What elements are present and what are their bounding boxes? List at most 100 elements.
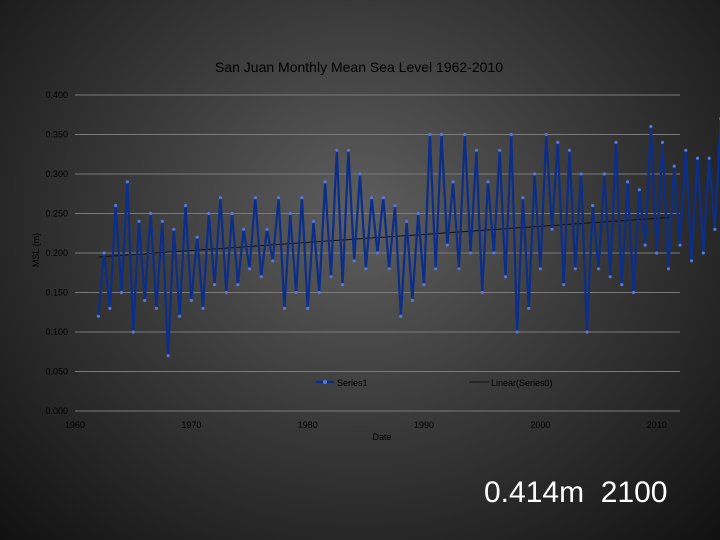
data-point [585, 330, 589, 334]
data-point [393, 204, 397, 208]
data-point [480, 290, 484, 295]
y-axis-label: MSL (m) [31, 233, 41, 267]
data-point [131, 330, 135, 334]
data-point [201, 306, 205, 310]
x-tick-label: 1980 [298, 420, 318, 430]
projection-caption: 0.414m 2100 [484, 476, 668, 509]
data-point [387, 267, 391, 271]
data-point [149, 211, 153, 216]
y-tick-label: 0.250 [45, 209, 68, 219]
data-point [143, 298, 147, 302]
data-point [178, 314, 182, 318]
data-point [341, 283, 345, 287]
data-point [405, 219, 409, 223]
data-point [166, 354, 170, 358]
data-point [282, 306, 286, 310]
data-point [509, 132, 513, 137]
data-point [643, 243, 647, 247]
data-point [457, 267, 461, 271]
y-tick-label: 0.150 [45, 288, 68, 298]
y-tick-label: 0.050 [45, 367, 68, 377]
y-tick-label: 0.300 [45, 169, 68, 179]
data-point [591, 204, 595, 208]
data-point [288, 211, 292, 216]
data-point [684, 148, 688, 152]
legend: Series1 Linear(Series0) [316, 378, 553, 388]
data-point [335, 148, 339, 152]
data-point [96, 314, 100, 318]
data-point [445, 243, 449, 247]
data-point [422, 283, 426, 287]
y-tick-label: 0.000 [45, 406, 68, 416]
data-point [160, 219, 164, 223]
data-point [346, 148, 350, 152]
data-point [317, 290, 321, 295]
data-point [352, 259, 356, 263]
data-point [707, 156, 711, 160]
data-point [544, 132, 548, 137]
data-point [381, 196, 385, 200]
data-point [550, 227, 554, 231]
data-point [271, 259, 275, 263]
data-point [602, 172, 607, 176]
data-point [119, 290, 124, 295]
legend-label-trend: Linear(Series0) [491, 378, 553, 388]
y-axis: 0.000 0.050 0.100 0.150 0.200 0.250 0.300 0.350… [45, 90, 68, 416]
x-tick-label: 2010 [647, 420, 667, 430]
data-point [660, 140, 665, 144]
data-point [620, 283, 624, 287]
data-point [224, 290, 228, 295]
data-point [434, 267, 438, 271]
data-point [701, 251, 705, 255]
data-point [183, 204, 188, 208]
data-point [562, 283, 566, 287]
data-point [189, 298, 193, 302]
data-point [137, 219, 141, 223]
data-point [463, 132, 467, 137]
data-point [631, 290, 636, 295]
data-point [218, 196, 222, 200]
data-point [323, 180, 327, 184]
data-point [253, 196, 257, 200]
data-point [695, 156, 700, 160]
data-point [655, 251, 659, 255]
data-point [230, 211, 234, 216]
legend-marker-series1 [323, 380, 327, 384]
data-point [416, 211, 420, 216]
data-point [125, 180, 129, 184]
data-point [626, 180, 630, 184]
data-point [300, 196, 304, 200]
data-point [567, 148, 572, 152]
data-point [469, 251, 473, 255]
data-point [533, 172, 537, 176]
data-point [498, 148, 502, 152]
data-point [358, 172, 362, 176]
data-point [102, 251, 106, 255]
data-point [521, 196, 525, 200]
data-point [666, 267, 671, 271]
data-point [527, 306, 531, 310]
data-point [410, 298, 414, 302]
data-point [451, 180, 455, 184]
legend-label-series1: Series1 [337, 378, 368, 388]
data-point [154, 306, 158, 310]
data-point [439, 132, 444, 137]
data-point [608, 275, 612, 279]
data-point [399, 314, 403, 318]
data-point [195, 235, 199, 239]
data-point [690, 259, 694, 263]
data-point [277, 196, 281, 200]
data-point [492, 251, 496, 255]
x-tick-label: 1990 [414, 420, 434, 430]
data-point [306, 306, 310, 310]
data-point [259, 275, 263, 279]
data-point [265, 227, 269, 231]
data-point [294, 290, 298, 295]
chart-title: San Juan Monthly Mean Sea Level 1962-201… [215, 59, 503, 75]
x-axis: 1960 1970 1980 1990 2000 2010 [65, 420, 667, 430]
data-point [172, 227, 176, 231]
data-point [649, 125, 653, 129]
data-point [311, 219, 316, 223]
x-axis-label: Date [372, 432, 391, 442]
data-point [236, 283, 240, 287]
